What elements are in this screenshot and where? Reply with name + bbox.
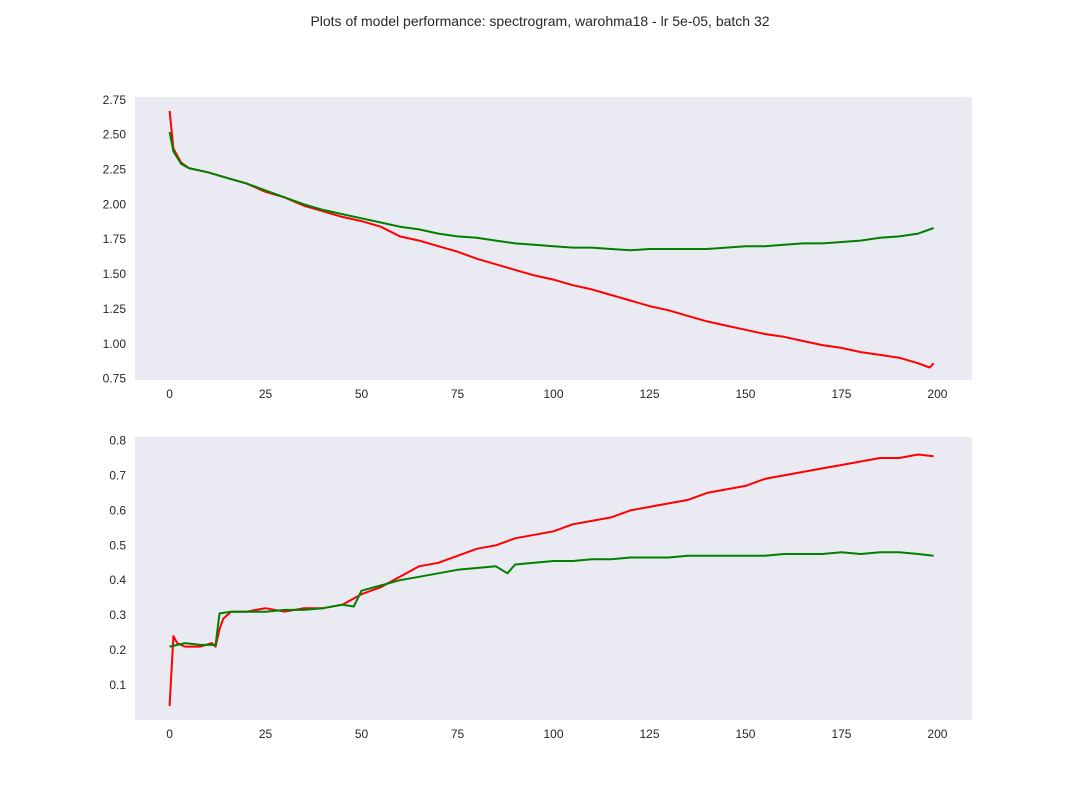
y-tick-label: 0.4 bbox=[109, 573, 126, 587]
y-tick-label: 0.8 bbox=[109, 433, 126, 447]
y-tick-label: 1.25 bbox=[103, 302, 127, 316]
red-series-line bbox=[168, 453, 934, 707]
x-tick-label: 200 bbox=[927, 387, 947, 401]
x-tick-label: 200 bbox=[927, 727, 947, 741]
plot-area bbox=[135, 97, 972, 380]
y-tick-label: 0.75 bbox=[103, 372, 127, 386]
plot-area bbox=[135, 437, 972, 720]
accuracy-plot: 0 25 50 75 100 125 150 175 200 0.1 0.2 0.3 0.4 0.5 0.6… bbox=[109, 433, 972, 741]
x-tick-label: 0 bbox=[166, 387, 173, 401]
x-tick-label: 125 bbox=[639, 387, 659, 401]
y-tick-label: 0.5 bbox=[109, 538, 126, 552]
y-tick-label: 2.75 bbox=[103, 93, 127, 107]
green-series-line bbox=[169, 551, 934, 648]
y-tick-label: 1.00 bbox=[103, 337, 127, 351]
x-tick-label: 150 bbox=[735, 387, 755, 401]
x-tick-label: 100 bbox=[543, 727, 563, 741]
x-tick-label: 75 bbox=[451, 727, 465, 741]
y-tick-label: 2.25 bbox=[103, 162, 127, 176]
red-series-line bbox=[168, 110, 935, 369]
x-tick-label: 0 bbox=[166, 727, 173, 741]
figure-title: Plots of model performance: spectrogram,… bbox=[310, 13, 770, 29]
y-tick-label: 0.7 bbox=[109, 468, 126, 482]
green-series-line bbox=[168, 131, 934, 252]
y-tick-label: 1.50 bbox=[103, 267, 127, 281]
x-tick-label: 175 bbox=[831, 727, 851, 741]
x-tick-label: 25 bbox=[259, 387, 273, 401]
y-tick-label: 0.2 bbox=[109, 643, 126, 657]
y-tick-label: 2.00 bbox=[103, 197, 127, 211]
y-tick-label: 0.3 bbox=[109, 608, 126, 622]
x-tick-label: 50 bbox=[355, 387, 369, 401]
x-tick-label: 125 bbox=[639, 727, 659, 741]
y-tick-label: 1.75 bbox=[103, 232, 127, 246]
y-tick-label: 0.1 bbox=[109, 678, 126, 692]
loss-plot: 0 25 50 75 100 125 150 175 200 0.75 1.00 1.25 1.50 1.… bbox=[103, 93, 972, 401]
x-tick-label: 175 bbox=[831, 387, 851, 401]
x-tick-label: 50 bbox=[355, 727, 369, 741]
x-tick-label: 25 bbox=[259, 727, 273, 741]
y-tick-label: 0.6 bbox=[109, 503, 126, 517]
x-tick-label: 100 bbox=[543, 387, 563, 401]
y-tick-label: 2.50 bbox=[103, 128, 127, 142]
x-tick-label: 75 bbox=[451, 387, 465, 401]
x-tick-label: 150 bbox=[735, 727, 755, 741]
